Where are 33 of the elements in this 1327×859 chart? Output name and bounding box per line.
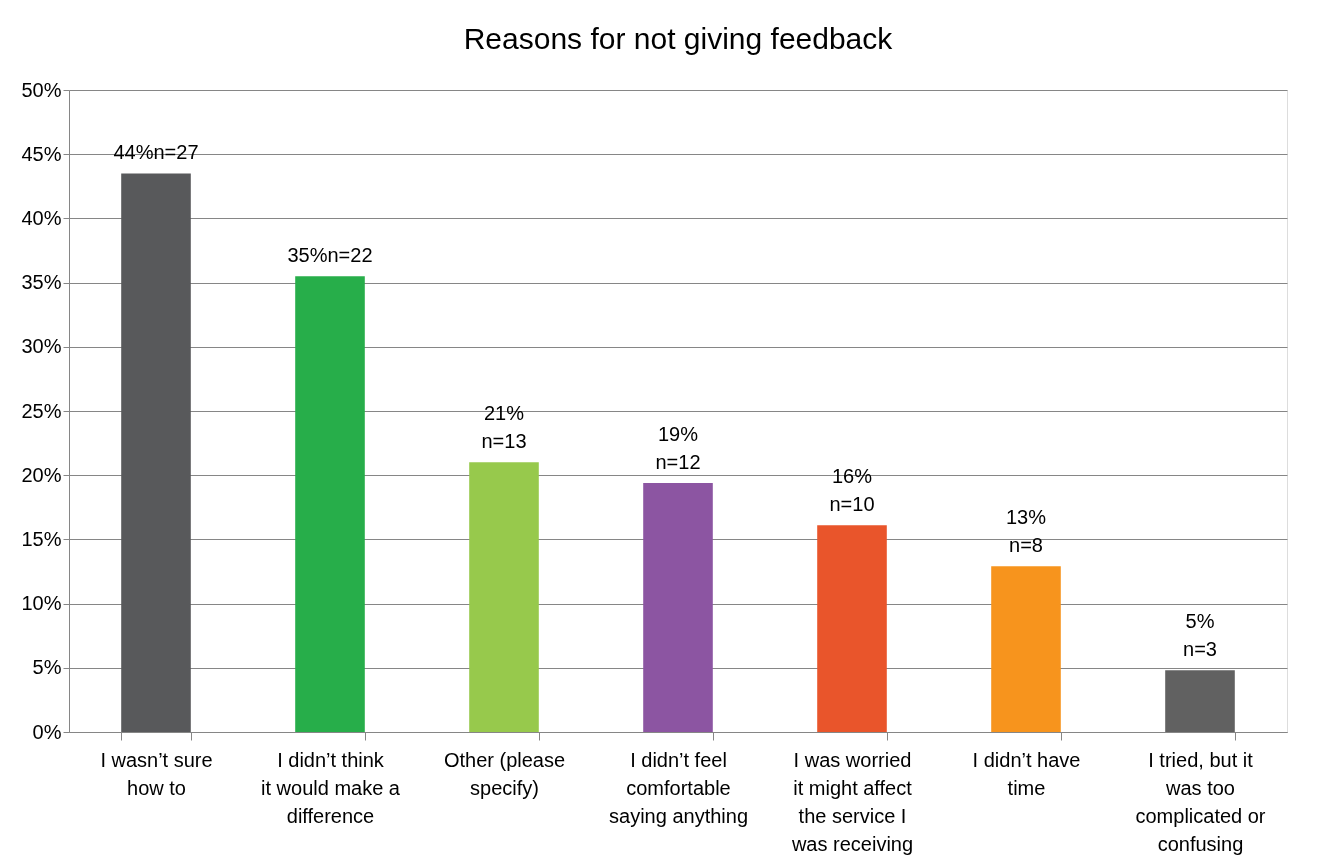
bar	[469, 462, 539, 732]
data-label: 19% n=12	[655, 422, 701, 473]
x-tick-label: I tried, but it was too complicated or confusing	[1135, 748, 1266, 855]
bar	[991, 566, 1061, 732]
x-tick-label: I didn’t feel comfortable saying anything	[609, 748, 748, 827]
data-label: 21% n=13	[481, 402, 527, 453]
y-tick-label: 5%	[32, 656, 62, 679]
y-tick-label: 10%	[21, 592, 62, 615]
bar	[643, 482, 713, 732]
bar	[295, 276, 365, 732]
bar	[1165, 670, 1235, 732]
bar	[817, 525, 887, 732]
y-tick-label: 50%	[21, 78, 62, 101]
y-tick-label: 0%	[32, 720, 62, 743]
y-tick-label: 40%	[21, 206, 62, 229]
data-label: 16% n=10	[829, 465, 875, 516]
y-tick-label: 20%	[21, 463, 62, 486]
data-label: 35%n=22	[287, 244, 373, 267]
data-label: 44%n=27	[113, 141, 199, 164]
y-tick-label: 25%	[21, 399, 62, 422]
y-tick-label: 15%	[21, 527, 62, 550]
x-tick-label: I didn’t think it would make a difference	[261, 748, 401, 827]
y-tick-label: 30%	[21, 335, 62, 358]
y-tick-label: 35%	[21, 271, 62, 294]
chart-title: Reasons for not giving feedback	[463, 22, 894, 55]
x-tick-label: Other (please specify)	[443, 748, 566, 799]
x-tick-label: I wasn’t sure how to	[100, 748, 213, 799]
x-tick-label: I was worried it might affect the service I was receiving	[790, 748, 914, 855]
bar	[121, 173, 191, 732]
y-tick-label: 45%	[21, 142, 62, 165]
data-label: 5% n=3	[1183, 610, 1217, 661]
data-label: 13% n=8	[1005, 506, 1047, 557]
x-tick-label: I didn’t have time	[972, 748, 1081, 799]
